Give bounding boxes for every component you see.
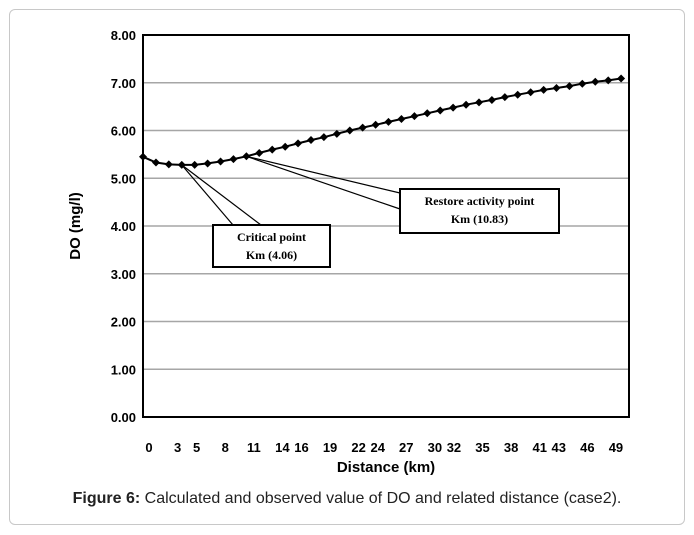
x-tick-label: 0 (145, 440, 152, 455)
callout-value: Km (4.06) (246, 248, 297, 262)
x-tick-label: 46 (580, 440, 594, 455)
x-tick-label: 14 (275, 440, 290, 455)
series-line (142, 77, 622, 166)
figure-caption: Figure 6: Calculated and observed value … (0, 490, 694, 508)
data-point (500, 93, 509, 102)
callout-leader (181, 164, 262, 226)
data-point (397, 115, 406, 124)
x-tick-label: 30 (428, 440, 442, 455)
x-tick-label: 49 (609, 440, 623, 455)
data-point (565, 82, 574, 91)
callout-box (212, 224, 331, 268)
x-tick-label: 35 (475, 440, 489, 455)
y-tick-label: 5.00 (111, 171, 136, 186)
data-point (139, 152, 147, 161)
x-tick-label: 41 (532, 440, 546, 455)
data-point (255, 148, 264, 157)
callout-leader (246, 155, 401, 194)
data-point (307, 136, 316, 145)
gridlines (143, 82, 629, 370)
data-point (268, 145, 277, 154)
data-point (617, 74, 626, 83)
data-point (449, 103, 458, 112)
x-tick-label: 3 (174, 440, 181, 455)
data-point (526, 88, 535, 97)
y-tick-label: 8.00 (111, 28, 136, 43)
data-point (229, 155, 238, 164)
callout-title: Critical point (237, 230, 306, 244)
x-tick-label: 43 (552, 440, 566, 455)
x-tick-label: 27 (399, 440, 413, 455)
y-tick-label: 6.00 (111, 124, 136, 139)
x-tick-label: 32 (447, 440, 461, 455)
data-point (591, 77, 600, 86)
data-point (216, 157, 225, 166)
caption-label: Figure 6: (72, 490, 141, 507)
data-point (151, 158, 160, 167)
data-point (552, 84, 561, 93)
x-tick-label: 5 (193, 440, 200, 455)
data-point (462, 100, 471, 109)
y-axis-label: DO (mg/l) (67, 192, 84, 260)
callout-leader (181, 164, 234, 226)
data-point (319, 133, 328, 142)
data-point (371, 120, 380, 129)
y-tick-label: 0.00 (111, 410, 136, 425)
x-tick-label: 11 (247, 440, 261, 455)
data-point (539, 85, 548, 94)
caption-text: Calculated and observed value of DO and … (140, 490, 622, 507)
data-point (487, 95, 496, 104)
data-point (332, 129, 341, 138)
y-tick-label: 3.00 (111, 267, 136, 282)
annotation-callout: Restore activity point Km (10.83) (246, 155, 560, 234)
x-tick-label: 22 (351, 440, 365, 455)
x-tick-labels: 0 3 5 8 11 14 16 19 22 24 27 30 32 35 38 41 43 46 49 (145, 440, 623, 455)
data-point (358, 123, 367, 132)
data-point (281, 142, 290, 151)
data-point (345, 126, 354, 135)
figure-frame (9, 9, 685, 525)
annotation-callout: Critical point Km (4.06) (181, 164, 331, 268)
x-tick-label: 38 (504, 440, 518, 455)
y-tick-label: 1.00 (111, 362, 136, 377)
y-tick-label: 4.00 (111, 219, 136, 234)
data-point (513, 90, 522, 99)
x-axis-label: Distance (km) (337, 459, 435, 476)
y-tick-label: 2.00 (111, 315, 136, 330)
data-point (190, 160, 199, 169)
callout-leader (246, 155, 401, 210)
annotations: Critical point Km (4.06) Restore activity … (181, 155, 560, 268)
data-point (436, 106, 445, 115)
x-tick-label: 24 (370, 440, 385, 455)
y-tick-labels: 0.00 1.00 2.00 3.00 4.00 5.00 6.00 7.00 8.00 (111, 28, 136, 425)
data-point (294, 139, 303, 148)
x-tick-label: 8 (222, 440, 229, 455)
callout-box (399, 188, 560, 234)
data-point (475, 98, 484, 107)
callout-value: Km (10.83) (451, 212, 508, 226)
data-point (578, 79, 587, 88)
data-point (384, 117, 393, 126)
data-point (423, 109, 432, 118)
data-point (604, 76, 613, 85)
series-markers (139, 74, 626, 169)
data-point (203, 159, 212, 168)
x-tick-label: 16 (294, 440, 308, 455)
x-tick-label: 19 (323, 440, 337, 455)
callout-title: Restore activity point (425, 194, 535, 208)
plot-area (142, 34, 630, 418)
data-point (410, 112, 419, 121)
data-point (164, 160, 173, 169)
y-tick-label: 7.00 (111, 76, 136, 91)
